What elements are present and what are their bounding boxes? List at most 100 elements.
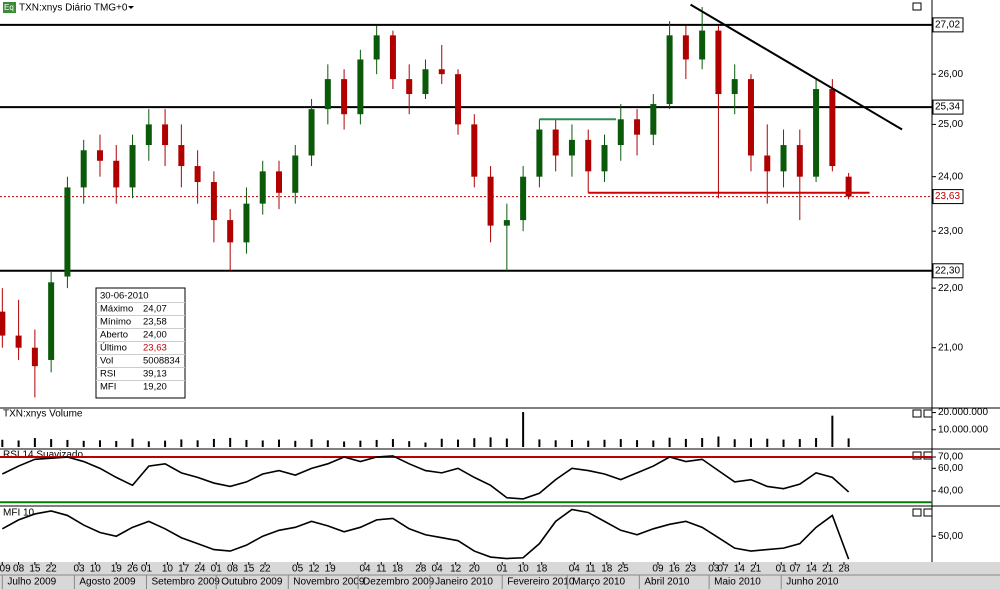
- month-label: Abril 2010: [644, 577, 689, 588]
- candle-body: [796, 145, 803, 177]
- candle-body: [48, 282, 55, 360]
- month-label: Dezembro 2009: [363, 577, 435, 588]
- month-label: Agosto 2009: [79, 577, 136, 588]
- candle-body: [780, 145, 787, 172]
- y-tick-label: 23,00: [938, 226, 963, 237]
- x-tick-label: 05: [292, 564, 304, 575]
- info-value: 23,63: [143, 343, 167, 354]
- candle-body: [455, 74, 462, 125]
- candle-body: [276, 171, 282, 193]
- candle-body: [389, 35, 396, 80]
- volume-bar: [326, 440, 329, 447]
- chart-title: TXN:xnys Diário TMG+0: [19, 3, 128, 14]
- volume-bar: [82, 440, 85, 447]
- volume-bar: [798, 439, 801, 447]
- x-tick-label: 18: [601, 564, 613, 575]
- x-tick-label: 04: [569, 564, 581, 575]
- candle-body: [422, 69, 429, 95]
- candle-body: [31, 347, 38, 367]
- volume-bar: [782, 439, 785, 447]
- volume-bar: [212, 438, 215, 447]
- dropdown-arrow[interactable]: [128, 6, 134, 9]
- candle-body: [699, 30, 706, 60]
- candle-body: [406, 79, 413, 95]
- volume-bar: [229, 437, 232, 447]
- panel-title: MFI 10: [3, 508, 35, 519]
- maximize-button[interactable]: [912, 409, 922, 418]
- info-label: Máximo: [100, 304, 133, 315]
- info-box: 30-06-2010 Máximo 24,07 Mínimo 23,58 Aberto 24…: [95, 287, 186, 399]
- volume-bar: [619, 439, 622, 447]
- volume-bar: [570, 439, 573, 447]
- maximize-button[interactable]: [912, 451, 922, 460]
- maximize-button[interactable]: [912, 2, 922, 11]
- volume-bar: [587, 440, 590, 447]
- panel-title: TXN:xnys Volume: [3, 409, 83, 420]
- volume-bar: [33, 438, 36, 447]
- x-tick-label: 04: [432, 564, 444, 575]
- candle-body: [764, 155, 771, 172]
- volume-bar: [359, 440, 362, 447]
- candle-body: [373, 35, 380, 60]
- close-button[interactable]: [923, 409, 933, 418]
- x-tick-label: 01: [776, 564, 788, 575]
- info-value: 24,00: [143, 330, 167, 341]
- level-label: 27,02: [935, 20, 960, 31]
- candle-body: [292, 155, 299, 193]
- candle-body: [585, 139, 592, 172]
- candle-body: [243, 203, 250, 243]
- candle-body: [731, 79, 738, 95]
- volume-bar: [815, 438, 818, 447]
- candle-body: [617, 119, 624, 146]
- volume-bar: [261, 440, 264, 447]
- volume-bar: [636, 440, 639, 447]
- candle-body: [162, 124, 169, 146]
- info-label: MFI: [100, 382, 116, 393]
- info-date: 30-06-2010: [100, 291, 149, 302]
- candle-body: [715, 30, 722, 95]
- maximize-button[interactable]: [912, 508, 922, 517]
- volume-bar: [668, 437, 671, 447]
- candle-body: [438, 69, 445, 75]
- x-tick-label: 12: [450, 564, 462, 575]
- candle-body: [129, 145, 136, 188]
- info-value: 24,07: [143, 304, 167, 315]
- x-tick-label: 21: [750, 564, 762, 575]
- candle-body: [145, 124, 152, 146]
- info-label: Aberto: [100, 330, 128, 341]
- x-tick-label: 25: [618, 564, 630, 575]
- info-label: Vol: [100, 356, 113, 367]
- month-label: Maio 2010: [714, 577, 761, 588]
- month-label: Outubro 2009: [221, 577, 283, 588]
- y-tick-label: 26,00: [938, 69, 963, 80]
- volume-bar: [473, 438, 476, 447]
- volume-bar: [554, 440, 557, 447]
- y-tick-label: 24,00: [938, 171, 963, 182]
- close-button[interactable]: [923, 451, 933, 460]
- volume-bar: [66, 439, 69, 447]
- x-tick-label: 20: [469, 564, 481, 575]
- volume-bar: [424, 442, 427, 447]
- x-tick-label: 11: [585, 564, 596, 575]
- x-tick-label: 16: [669, 564, 681, 575]
- candle-body: [634, 119, 641, 135]
- symbol-icon[interactable]: [3, 2, 16, 13]
- candle-body: [341, 79, 348, 115]
- x-tick-label: 14: [734, 564, 746, 575]
- volume-bar: [131, 438, 134, 447]
- x-tick-label: 08: [13, 564, 25, 575]
- volume-bar: [98, 440, 101, 447]
- candle-body: [178, 145, 185, 167]
- x-tick-label: 26: [127, 564, 139, 575]
- volume-bar: [50, 439, 53, 447]
- x-tick-label: 009: [0, 564, 11, 575]
- candle-body: [552, 129, 559, 156]
- level-label-box: [932, 263, 964, 279]
- candle-body: [568, 139, 575, 156]
- close-button[interactable]: [923, 508, 933, 517]
- volume-bar: [147, 441, 150, 447]
- candle-body: [536, 129, 543, 177]
- info-value: 5008834: [143, 356, 180, 367]
- month-label: Novembro 2009: [293, 577, 365, 588]
